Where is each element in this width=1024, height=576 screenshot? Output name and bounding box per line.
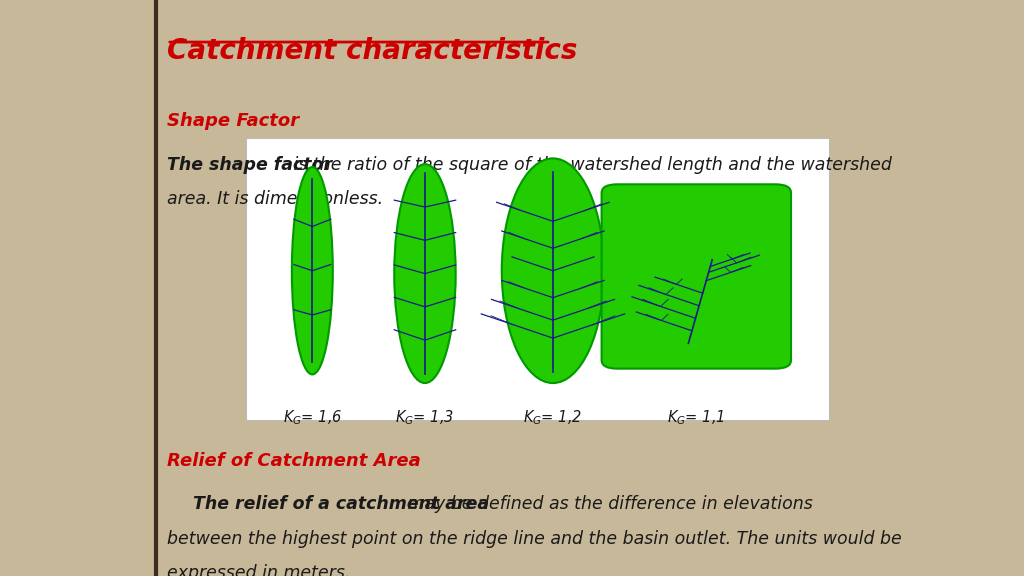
FancyBboxPatch shape: [246, 138, 829, 420]
Text: $K_G$= 1,6: $K_G$= 1,6: [283, 408, 342, 426]
Text: may be defined as the difference in elevations: may be defined as the difference in elev…: [402, 495, 813, 513]
Ellipse shape: [394, 164, 456, 383]
Text: $K_G$= 1,3: $K_G$= 1,3: [395, 408, 455, 426]
Text: between the highest point on the ridge line and the basin outlet. The units woul: between the highest point on the ridge l…: [167, 530, 902, 548]
Text: expressed in meters.: expressed in meters.: [167, 564, 350, 576]
Text: $K_G$= 1,1: $K_G$= 1,1: [668, 408, 725, 426]
FancyBboxPatch shape: [602, 184, 791, 369]
Text: area. It is dimensionless.: area. It is dimensionless.: [167, 190, 383, 208]
Ellipse shape: [502, 158, 604, 383]
Text: Shape Factor: Shape Factor: [167, 112, 299, 130]
Text: The shape factor: The shape factor: [167, 156, 332, 173]
Text: Catchment characteristics: Catchment characteristics: [167, 37, 578, 66]
Text: is the ratio of the square of the watershed length and the watershed: is the ratio of the square of the waters…: [288, 156, 892, 173]
Text: $K_G$= 1,2: $K_G$= 1,2: [523, 408, 583, 426]
Ellipse shape: [292, 167, 333, 374]
Text: Relief of Catchment Area: Relief of Catchment Area: [167, 452, 421, 470]
Text: The relief of a catchment area: The relief of a catchment area: [193, 495, 488, 513]
